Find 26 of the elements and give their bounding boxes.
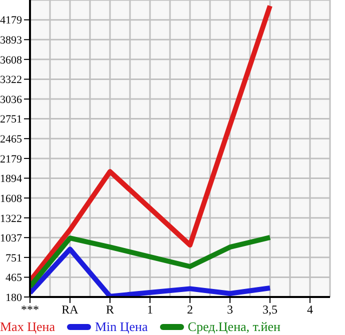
y-tick-label: 2751 [0,114,22,126]
text: Max Цена [0,319,55,335]
y-tick-label: 1322 [0,212,22,225]
legend-label: Сред.Цена, т.йен [186,319,280,335]
y-tick-label: 2179 [0,153,22,166]
y-tick-label: 1608 [0,192,22,205]
x-tick-label: 2 [187,302,193,317]
y-tick-label: 180 [6,292,22,304]
y-tick-label: 1894 [0,173,22,186]
y-tick-label: 3893 [0,34,22,47]
x-tick-label: 4 [307,302,313,317]
y-tick-label: 3608 [0,54,22,66]
y-tick-label: 1037 [0,232,22,245]
y-tick-label: 465 [6,272,22,284]
x-tick-label: RA [62,302,79,317]
x-tick-label: R [106,302,114,317]
y-tick-label: 3036 [0,94,22,106]
x-tick-label: *** [21,302,39,317]
y-tick-label: 4179 [0,14,22,27]
y-tick-label: 2465 [0,134,22,146]
y-tick-label: 3322 [0,74,22,86]
x-tick-label: 1 [147,302,153,317]
legend-label: Min Цена [94,319,148,335]
y-tick-label: 751 [6,252,22,264]
x-tick-label: 3,5 [262,302,278,317]
x-tick-label: 3 [227,302,233,317]
